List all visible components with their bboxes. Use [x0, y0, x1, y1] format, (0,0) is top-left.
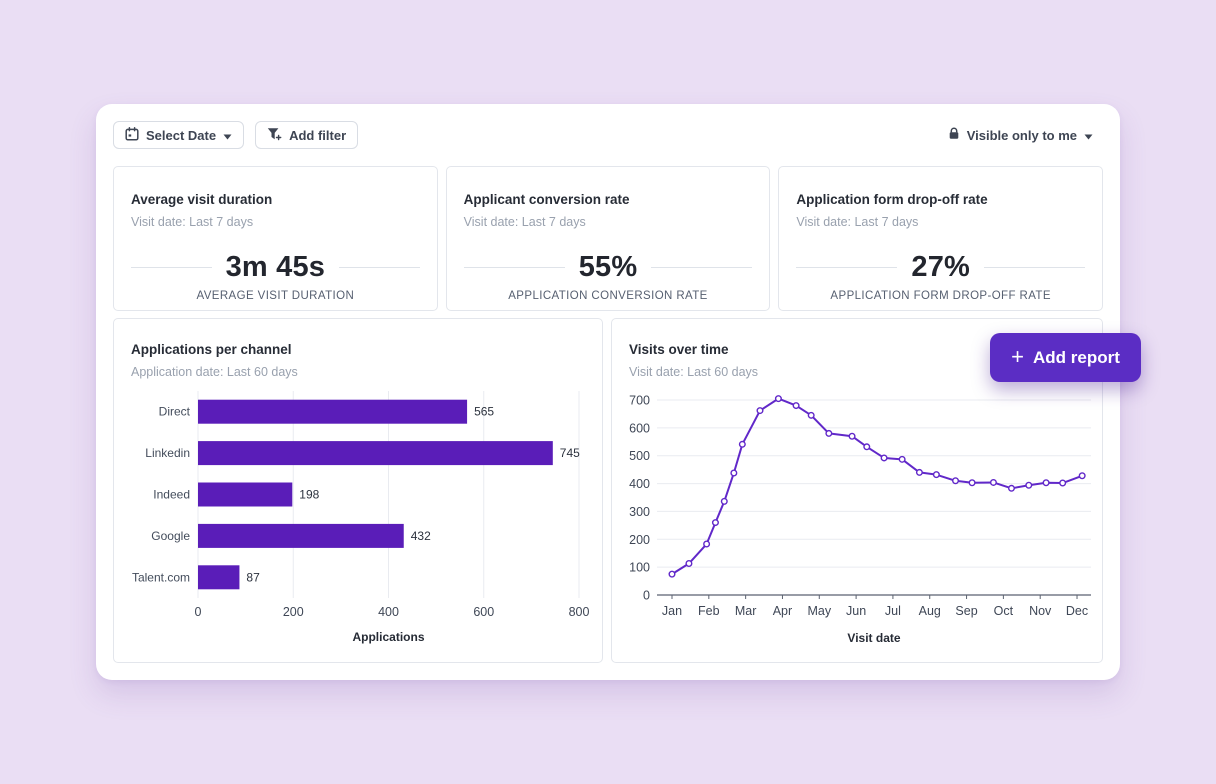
- svg-text:Aug: Aug: [919, 604, 941, 618]
- lock-icon: [948, 127, 960, 143]
- visibility-label: Visible only to me: [966, 127, 1077, 143]
- svg-text:Mar: Mar: [735, 604, 757, 618]
- svg-text:200: 200: [629, 533, 650, 547]
- kpi-card-form-drop-off-rate: Application form drop-off rate Visit dat…: [778, 166, 1104, 311]
- add-report-label: Add report: [1032, 347, 1120, 367]
- svg-text:Feb: Feb: [698, 604, 720, 618]
- svg-text:100: 100: [629, 561, 650, 575]
- svg-text:800: 800: [569, 605, 590, 619]
- svg-text:0: 0: [643, 589, 650, 603]
- toolbar: Select Date Add filter Visible only to m…: [113, 121, 1095, 149]
- svg-text:600: 600: [629, 421, 650, 435]
- svg-text:Visit date: Visit date: [847, 631, 900, 645]
- bar-chart-card: Applications per channel Application dat…: [113, 318, 603, 663]
- bar-chart-title: Applications per channel: [131, 342, 292, 357]
- svg-text:300: 300: [629, 505, 650, 519]
- svg-text:Direct: Direct: [159, 405, 191, 419]
- bar-chart-head: Applications per channel Application dat…: [131, 342, 298, 379]
- svg-text:Jan: Jan: [662, 604, 682, 618]
- line-chart-subtitle: Visit date: Last 60 days: [629, 365, 759, 379]
- kpi-value: 3m 45s: [225, 251, 326, 283]
- svg-text:432: 432: [411, 529, 431, 543]
- kpi-title: Application form drop-off rate: [796, 192, 988, 207]
- svg-text:500: 500: [629, 449, 650, 463]
- add-filter-label: Add filter: [289, 127, 347, 143]
- svg-text:565: 565: [474, 405, 494, 419]
- dashboard-panel: Select Date Add filter Visible only to m…: [96, 104, 1120, 680]
- svg-text:Apr: Apr: [773, 604, 792, 618]
- divider: [339, 267, 420, 268]
- kpi-subtitle: Visit date: Last 7 days: [463, 215, 586, 229]
- divider: [796, 267, 898, 268]
- kpi-value: 55%: [578, 251, 638, 283]
- svg-text:400: 400: [378, 605, 399, 619]
- svg-text:Jul: Jul: [885, 604, 901, 618]
- svg-text:87: 87: [246, 570, 260, 584]
- svg-text:400: 400: [629, 477, 650, 491]
- kpi-title: Applicant conversion rate: [463, 192, 630, 207]
- line-chart-title: Visits over time: [629, 342, 729, 357]
- svg-text:Google: Google: [151, 529, 190, 543]
- svg-text:Nov: Nov: [1029, 604, 1052, 618]
- line-chart-head: Visits over time Visit date: Last 60 day…: [629, 342, 758, 379]
- svg-text:Talent.com: Talent.com: [132, 570, 190, 584]
- line-chart-canvas: 0 100 200 300 400 500 600 700 Jan Feb Mar Apr May Jun…: [629, 394, 1091, 645]
- divider: [131, 267, 212, 268]
- plus-icon: +: [1011, 343, 1024, 369]
- kpi-caption: APPLICATION FORM DROP-OFF RATE: [830, 290, 1051, 302]
- svg-text:Linkedin: Linkedin: [145, 446, 190, 460]
- divider: [463, 267, 565, 268]
- select-date-label: Select Date: [146, 127, 217, 143]
- divider: [984, 267, 1086, 268]
- bar-chart-canvas: 0 200 400 600 800 Direct 565 Linkedin 745 Indeed 1…: [132, 391, 590, 644]
- select-date-button[interactable]: Select Date: [113, 121, 245, 149]
- kpi-value-row: 27%: [796, 251, 1086, 284]
- svg-text:600: 600: [473, 605, 494, 619]
- kpi-row: Average visit duration Visit date: Last …: [113, 166, 1104, 311]
- kpi-value: 27%: [911, 251, 971, 283]
- svg-text:Applications: Applications: [352, 630, 424, 644]
- filter-plus-icon: [267, 127, 282, 144]
- svg-text:Dec: Dec: [1066, 604, 1088, 618]
- svg-text:Jun: Jun: [846, 604, 866, 618]
- bar-chart-subtitle: Application date: Last 60 days: [131, 365, 298, 379]
- kpi-caption: APPLICATION CONVERSION RATE: [508, 290, 708, 302]
- svg-text:Oct: Oct: [994, 604, 1014, 618]
- kpi-card-applicant-conversion-rate: Applicant conversion rate Visit date: La…: [445, 166, 771, 311]
- kpi-card-average-visit-duration: Average visit duration Visit date: Last …: [113, 166, 438, 311]
- kpi-caption: AVERAGE VISIT DURATION: [196, 290, 355, 302]
- kpi-title: Average visit duration: [131, 192, 273, 207]
- kpi-value-row: 55%: [463, 251, 753, 284]
- chevron-down-icon: [223, 128, 232, 143]
- add-filter-button[interactable]: Add filter: [255, 121, 359, 149]
- kpi-subtitle: Visit date: Last 7 days: [131, 215, 254, 229]
- chevron-down-icon: [1084, 128, 1093, 143]
- svg-text:May: May: [807, 604, 831, 618]
- visibility-dropdown[interactable]: Visible only to me: [946, 121, 1095, 149]
- svg-text:Indeed: Indeed: [153, 488, 190, 502]
- svg-text:0: 0: [195, 605, 202, 619]
- svg-text:Sep: Sep: [955, 604, 977, 618]
- kpi-subtitle: Visit date: Last 7 days: [796, 215, 919, 229]
- divider: [651, 267, 753, 268]
- add-report-button[interactable]: + Add report: [990, 333, 1141, 382]
- svg-text:198: 198: [299, 488, 319, 502]
- charts-row: Applications per channel Application dat…: [113, 318, 1103, 663]
- svg-text:200: 200: [283, 605, 304, 619]
- svg-text:700: 700: [629, 394, 650, 408]
- calendar-icon: [125, 126, 139, 144]
- svg-text:745: 745: [560, 446, 580, 460]
- kpi-value-row: 3m 45s: [131, 251, 420, 284]
